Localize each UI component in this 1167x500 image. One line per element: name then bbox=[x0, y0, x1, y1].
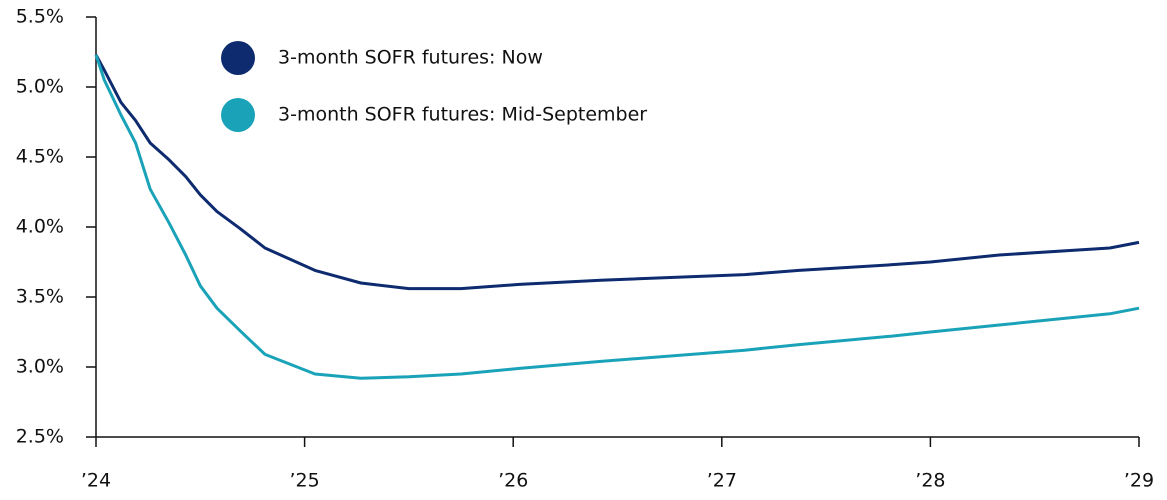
legend-marker bbox=[221, 41, 255, 75]
legend-label: 3-month SOFR futures: Now bbox=[278, 47, 543, 69]
x-tick-label: ’28 bbox=[915, 470, 945, 492]
y-tick-label: 5.5% bbox=[16, 6, 64, 28]
legend-label: 3-month SOFR futures: Mid-September bbox=[278, 104, 647, 126]
y-tick-label: 3.0% bbox=[16, 356, 64, 378]
x-tick-label: ’24 bbox=[81, 470, 111, 492]
line-series bbox=[94, 54, 1140, 380]
y-tick-label: 4.5% bbox=[16, 146, 64, 168]
y-tick-label: 2.5% bbox=[16, 426, 64, 448]
line-series bbox=[94, 54, 1140, 291]
y-tick-label: 5.0% bbox=[16, 76, 64, 98]
legend-marker bbox=[221, 98, 255, 132]
x-tick-label: ’25 bbox=[289, 470, 319, 492]
x-tick-label: ’29 bbox=[1124, 470, 1154, 492]
x-tick-label: ’26 bbox=[498, 470, 528, 492]
y-tick-label: 3.5% bbox=[16, 286, 64, 308]
x-tick-label: ’27 bbox=[707, 470, 737, 492]
y-tick-label: 4.0% bbox=[16, 216, 64, 238]
